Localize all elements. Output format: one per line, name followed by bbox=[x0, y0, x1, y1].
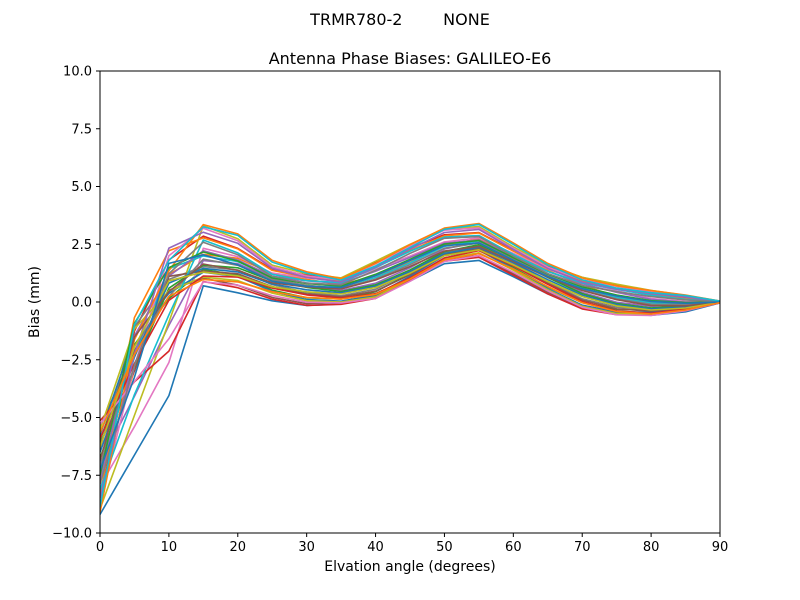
figure-suptitle: TRMR780-2 NONE bbox=[310, 10, 490, 29]
series-line bbox=[100, 237, 720, 487]
y-tick-label: 7.5 bbox=[71, 122, 92, 137]
series-line bbox=[100, 222, 720, 513]
x-tick-label: 20 bbox=[230, 540, 247, 555]
x-tick-label: 60 bbox=[505, 540, 522, 555]
series-line bbox=[100, 239, 720, 476]
y-tick-label: 10.0 bbox=[63, 65, 92, 80]
series-line bbox=[100, 252, 720, 434]
x-tick-label: 10 bbox=[161, 540, 178, 555]
series-line bbox=[100, 228, 720, 499]
y-tick-label: 2.5 bbox=[71, 238, 92, 253]
series-line bbox=[100, 242, 720, 471]
series-line bbox=[100, 240, 720, 473]
y-tick-label: 5.0 bbox=[71, 180, 92, 195]
series-line bbox=[100, 245, 720, 462]
y-tick-label: −2.5 bbox=[60, 353, 92, 368]
x-tick-label: 0 bbox=[96, 540, 104, 555]
series-line bbox=[100, 245, 720, 450]
series-line bbox=[100, 246, 720, 453]
series-line bbox=[100, 254, 720, 425]
x-axis-label: Elvation angle (degrees) bbox=[324, 559, 496, 575]
x-tick-label: 30 bbox=[298, 540, 315, 555]
series-line bbox=[100, 249, 720, 448]
y-tick-label: 0.0 bbox=[71, 296, 92, 311]
x-tick-label: 90 bbox=[712, 540, 729, 555]
y-tick-label: −5.0 bbox=[60, 411, 92, 426]
x-tick-label: 70 bbox=[574, 540, 591, 555]
series-line bbox=[100, 247, 720, 444]
x-tick-label: 80 bbox=[643, 540, 660, 555]
series-line bbox=[100, 241, 720, 464]
axes-title: Antenna Phase Biases: GALILEO-E6 bbox=[268, 49, 552, 68]
series-line bbox=[100, 235, 720, 485]
y-tick-label: −10.0 bbox=[52, 527, 92, 542]
series-line bbox=[100, 223, 720, 508]
x-tick-label: 40 bbox=[367, 540, 384, 555]
x-tick-label: 50 bbox=[436, 540, 453, 555]
y-tick-label: −7.5 bbox=[60, 469, 92, 484]
series-line bbox=[100, 243, 720, 459]
